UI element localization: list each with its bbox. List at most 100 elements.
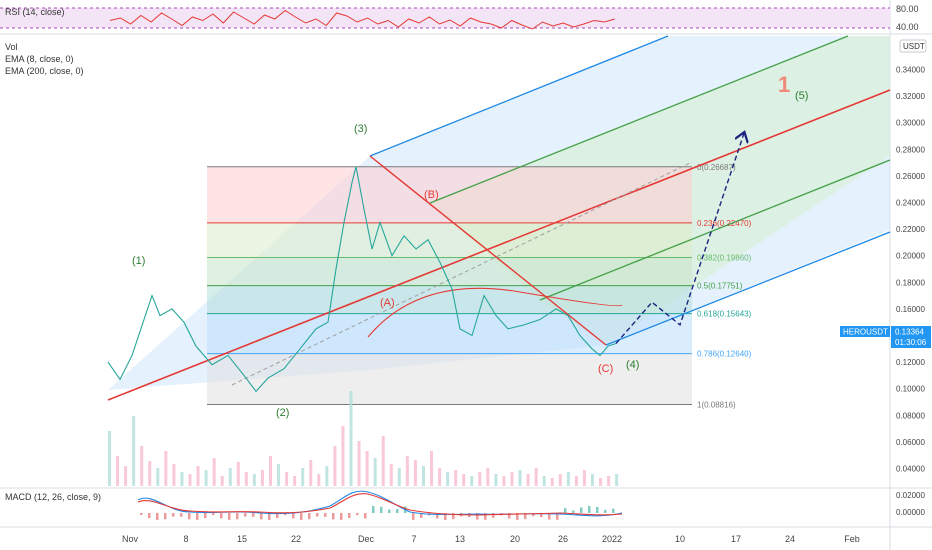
- volume-bar: [172, 464, 176, 486]
- macd-histogram-bar: [324, 513, 327, 517]
- volume-bar: [446, 472, 450, 486]
- volume-bar: [180, 472, 184, 486]
- volume-bar: [550, 478, 554, 486]
- volume-bar: [228, 468, 232, 486]
- macd-histogram-bar: [212, 513, 215, 516]
- volume-bar: [389, 464, 393, 486]
- volume-bar: [140, 446, 144, 486]
- macd-histogram-bar: [156, 513, 159, 520]
- volume-bar: [204, 470, 208, 486]
- macd-signal-line: [137, 493, 623, 516]
- volume-bar: [486, 468, 490, 486]
- fib-zone: [207, 313, 692, 354]
- indicator-ema200: EMA (200, close, 0): [5, 66, 84, 76]
- volume-bar: [582, 470, 586, 486]
- macd-histogram-bar: [380, 506, 383, 513]
- y-tick-label: 0.18000: [896, 278, 925, 287]
- macd-histogram-bar: [316, 513, 319, 517]
- macd-histogram-bar: [396, 509, 399, 513]
- volume-bar: [293, 476, 297, 486]
- indicator-vol: Vol: [5, 42, 18, 52]
- macd-histogram-bar: [580, 507, 583, 513]
- macd-histogram-bar: [348, 513, 351, 519]
- dashed-trend-line: [231, 161, 693, 386]
- y-tick-label: 0.10000: [896, 385, 925, 394]
- volume-bar: [462, 474, 466, 486]
- volume-bar: [510, 472, 514, 486]
- x-tick-label: Dec: [358, 534, 375, 544]
- candle-countdown-label: 01:30:06: [895, 338, 927, 347]
- macd-histogram-bar: [188, 513, 191, 520]
- volume-bar: [599, 478, 603, 486]
- volume-bar: [333, 446, 337, 486]
- volume-bar: [357, 441, 361, 486]
- macd-histogram-bar: [564, 508, 567, 513]
- volume-bar: [502, 476, 506, 486]
- volume-bar: [236, 462, 240, 486]
- y-tick-label: 0.34000: [896, 66, 925, 75]
- price-axis[interactable]: USDT 0.34000 0.32000 0.30000 0.28000 0.26000…: [896, 39, 927, 500]
- x-tick-label: 7: [411, 534, 416, 544]
- y-tick-label: 0.04000: [896, 465, 925, 474]
- volume-bar: [534, 468, 538, 486]
- macd-histogram-bar: [252, 513, 255, 517]
- x-tick-label: 10: [675, 534, 685, 544]
- volume-bar: [607, 476, 611, 486]
- volume-bar: [156, 468, 160, 486]
- quote-currency-label: USDT: [903, 42, 925, 51]
- macd-histogram-bar: [572, 510, 575, 513]
- macd-label: MACD (12, 26, close, 9): [5, 492, 101, 502]
- macd-histogram-bar: [420, 513, 423, 518]
- volume-bar: [341, 426, 345, 486]
- x-tick-label: 17: [731, 534, 741, 544]
- fib-level-label: 0.236(0.22470): [697, 219, 752, 228]
- x-tick-label: 13: [455, 534, 465, 544]
- macd-histogram-bar: [276, 513, 279, 519]
- fib-level-label: 0.5(0.17751): [697, 282, 743, 291]
- y-tick-label: 0.32000: [896, 92, 925, 101]
- volume-bar: [454, 470, 458, 486]
- volume-bar: [325, 466, 329, 486]
- x-tick-label: 26: [558, 534, 568, 544]
- y-tick-label: 0.16000: [896, 305, 925, 314]
- volume-bar: [365, 451, 369, 486]
- macd-histogram-bar: [172, 513, 175, 517]
- time-axis[interactable]: Nov 8 15 22 Dec 7 13 20 26 2022 10 17 24 Feb: [122, 534, 860, 544]
- pitchfork-median-line: [107, 89, 891, 401]
- macd-histogram-bar: [292, 513, 295, 519]
- volume-bar: [397, 468, 401, 486]
- y-tick-label: 0.30000: [896, 119, 925, 128]
- fib-level-label: 0.382(0.19860): [697, 254, 752, 263]
- wave-label-3: (3): [354, 123, 367, 135]
- volume-bar: [430, 451, 433, 486]
- volume-bar: [349, 391, 353, 486]
- macd-histogram-bar: [140, 513, 143, 515]
- macd-histogram-bar: [452, 513, 455, 520]
- current-price-label: 0.13364: [895, 328, 924, 337]
- volume-bar: [591, 474, 594, 486]
- main-chart: 0(0.26687) 0.236(0.22470) 0.382(0.19860) 0.…: [5, 35, 891, 486]
- volume-bar: [558, 474, 562, 486]
- x-tick-label: 15: [237, 534, 247, 544]
- macd-histogram-bar: [508, 513, 511, 519]
- rsi-panel: RSI (14, close) 80.00 40.00: [0, 4, 919, 32]
- volume-bar: [413, 460, 417, 486]
- macd-panel: MACD (12, 26, close, 9) 0.00000: [5, 490, 925, 520]
- macd-histogram-bar: [180, 513, 183, 517]
- volume-bar: [132, 416, 136, 486]
- volume-bar: [574, 476, 578, 486]
- volume-bar: [526, 474, 530, 486]
- volume-bar: [285, 472, 289, 486]
- price-badge: HEROUSDT 0.13364 01:30:06: [840, 326, 931, 348]
- wave-label-1: (1): [132, 255, 145, 267]
- macd-histogram-bar: [388, 509, 391, 513]
- x-tick-label: 22: [291, 534, 301, 544]
- x-tick-label: 24: [785, 534, 795, 544]
- macd-histogram-bar: [236, 513, 239, 520]
- fib-zone: [207, 222, 692, 258]
- macd-histogram-bar: [476, 513, 479, 520]
- volume-bar: [405, 456, 409, 486]
- macd-histogram-bar: [444, 513, 447, 520]
- y-tick-label: 0.24000: [896, 199, 925, 208]
